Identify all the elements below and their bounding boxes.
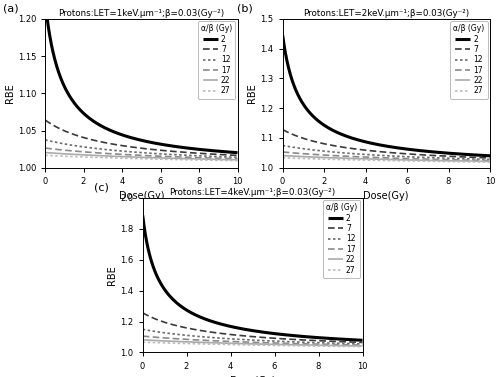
X-axis label: Dose(Gy): Dose(Gy) (118, 192, 164, 201)
Legend: 2, 7, 12, 17, 22, 27: 2, 7, 12, 17, 22, 27 (323, 200, 360, 277)
Text: (b): (b) (237, 4, 252, 14)
Y-axis label: RBE: RBE (5, 83, 15, 103)
X-axis label: Dose(Gy): Dose(Gy) (230, 376, 275, 377)
Text: (c): (c) (94, 182, 109, 193)
Title: Protons:LET=4keV.μm⁻¹;β=0.03(Gy⁻²): Protons:LET=4keV.μm⁻¹;β=0.03(Gy⁻²) (170, 188, 336, 197)
Y-axis label: RBE: RBE (108, 265, 118, 285)
Legend: 2, 7, 12, 17, 22, 27: 2, 7, 12, 17, 22, 27 (198, 21, 235, 98)
Legend: 2, 7, 12, 17, 22, 27: 2, 7, 12, 17, 22, 27 (450, 21, 488, 98)
X-axis label: Dose(Gy): Dose(Gy) (364, 192, 409, 201)
Text: (a): (a) (2, 4, 18, 14)
Title: Protons:LET=2keV.μm⁻¹;β=0.03(Gy⁻²): Protons:LET=2keV.μm⁻¹;β=0.03(Gy⁻²) (303, 9, 470, 18)
Y-axis label: RBE: RBE (248, 83, 258, 103)
Title: Protons:LET=1keV.μm⁻¹;β=0.03(Gy⁻²): Protons:LET=1keV.μm⁻¹;β=0.03(Gy⁻²) (58, 9, 224, 18)
